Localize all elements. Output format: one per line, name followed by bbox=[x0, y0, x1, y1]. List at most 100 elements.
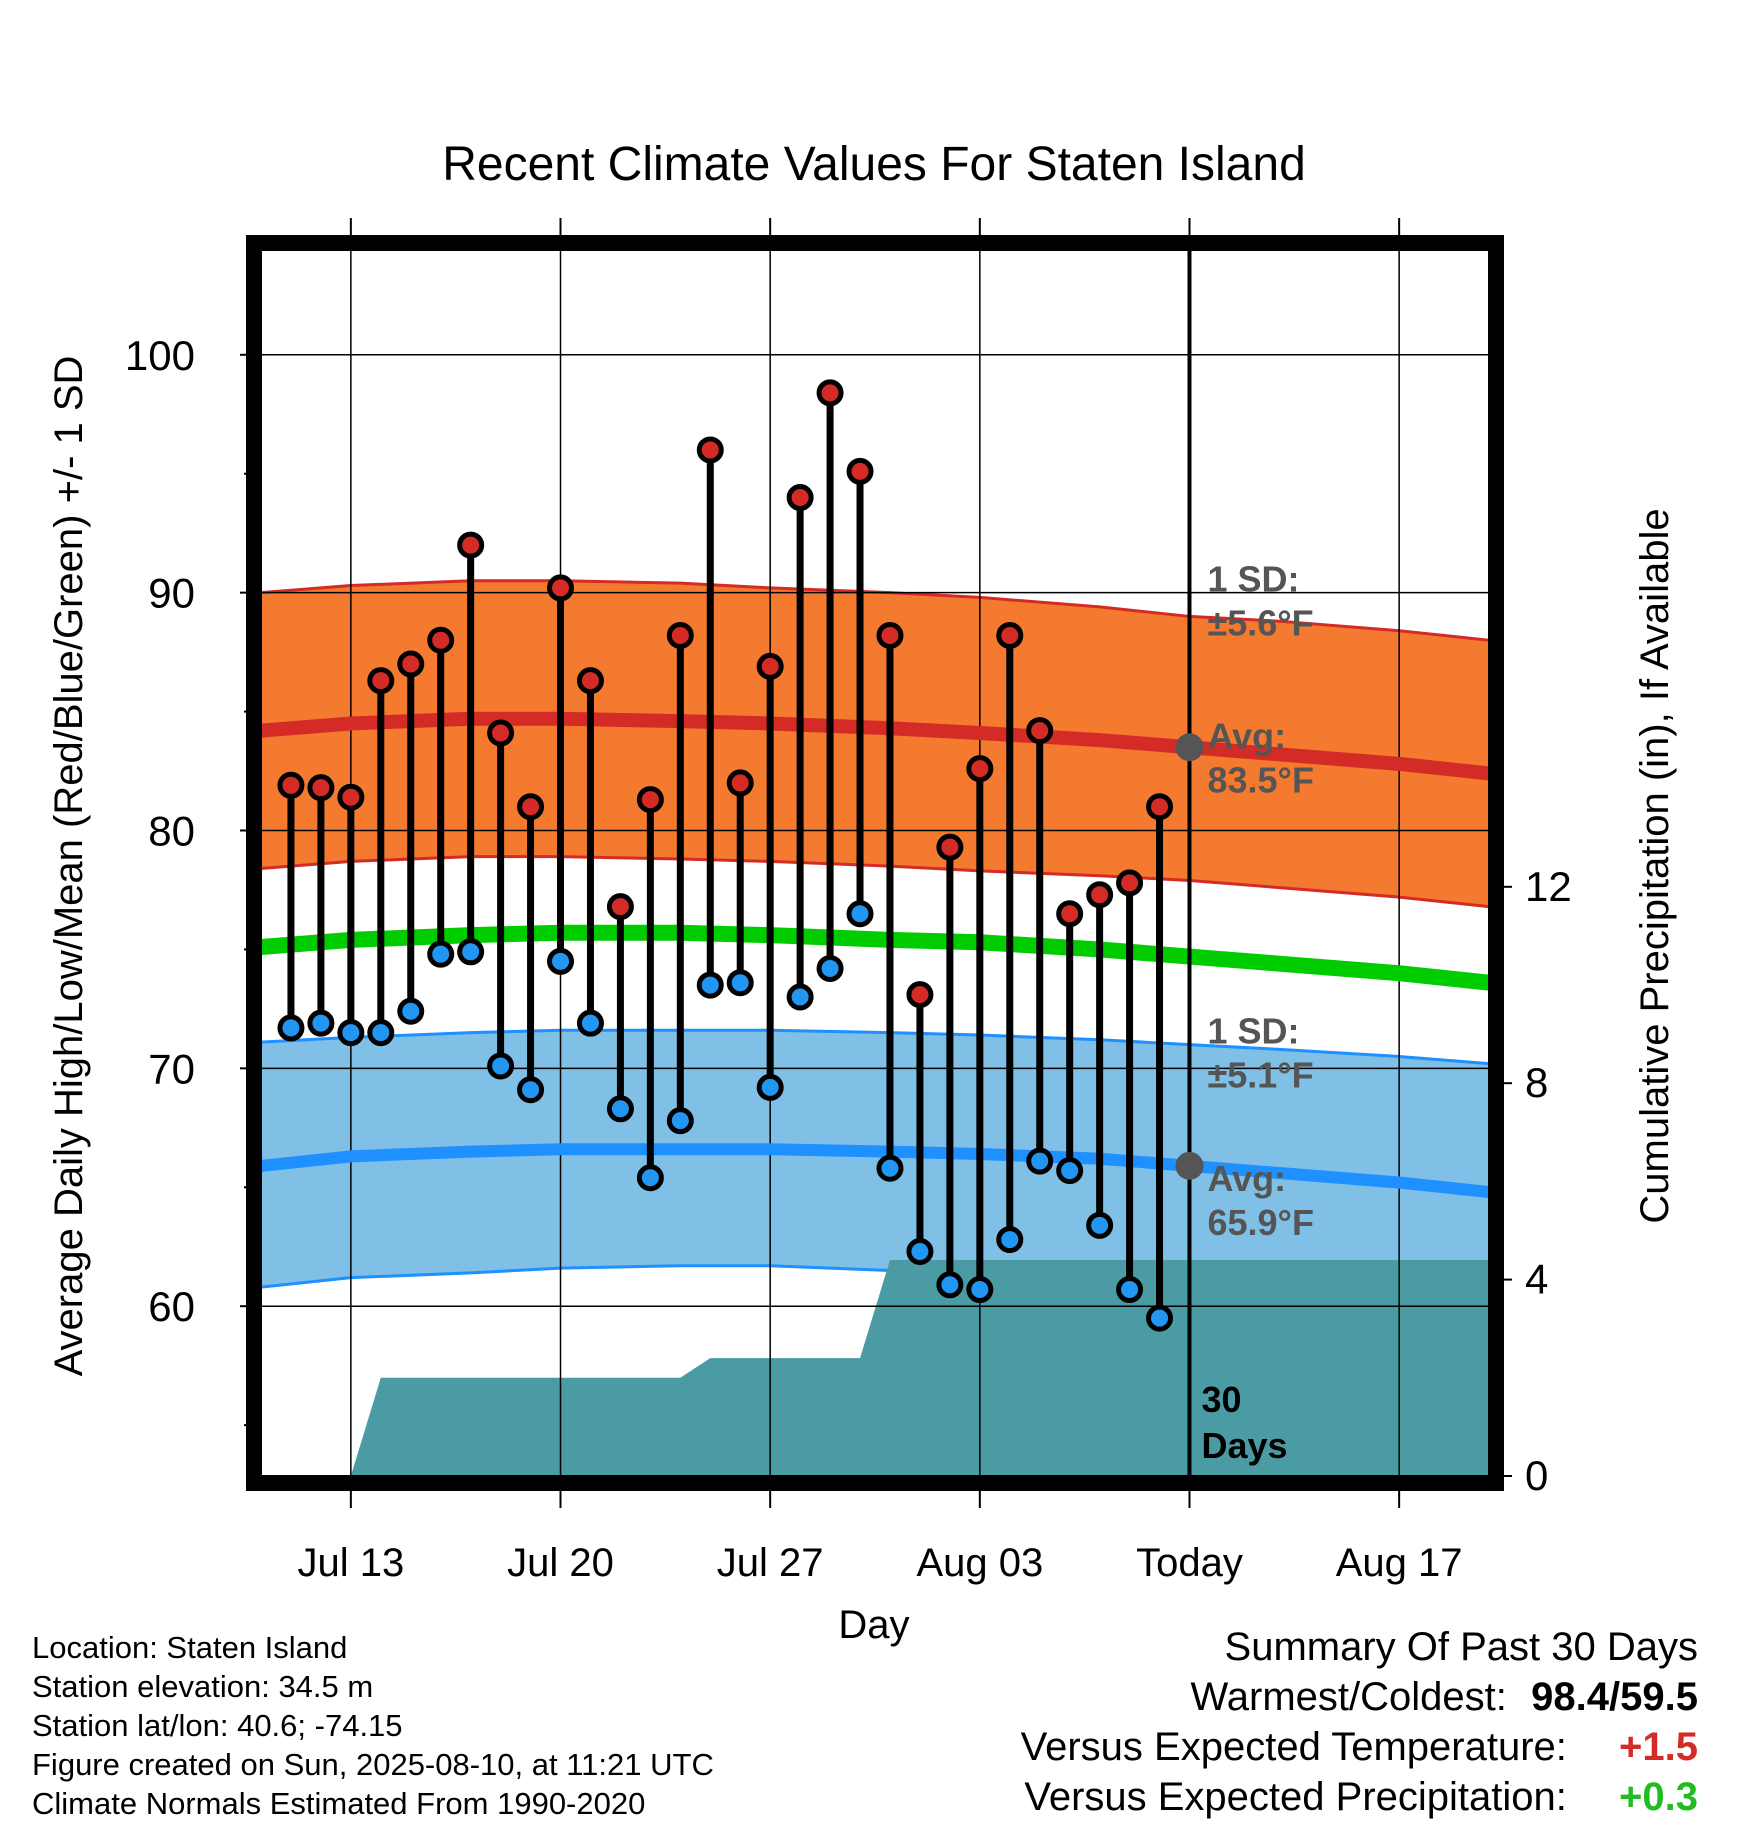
today-days-number: 30 bbox=[1201, 1379, 1241, 1420]
high-temp-point bbox=[666, 621, 694, 649]
high-temp-point bbox=[816, 379, 844, 407]
high-temp-point bbox=[1086, 881, 1114, 909]
today-low-avg-marker bbox=[1175, 1151, 1204, 1180]
low-temp-point bbox=[547, 947, 575, 975]
low-temp-point bbox=[636, 1164, 664, 1192]
y-tick-label: 90 bbox=[148, 570, 195, 617]
high-temp-point bbox=[936, 833, 964, 861]
low-temp-point bbox=[397, 997, 425, 1025]
low-temp-point bbox=[1056, 1157, 1084, 1185]
high-temp-point bbox=[1056, 900, 1084, 928]
high-sd-label: 1 SD: bbox=[1207, 559, 1299, 600]
low-sd-band bbox=[261, 1030, 1489, 1311]
x-tick-label: Aug 17 bbox=[1336, 1541, 1463, 1585]
normals-text: Climate Normals Estimated From 1990-2020 bbox=[32, 1786, 646, 1821]
plot-frame bbox=[246, 235, 1504, 1491]
high-temp-point bbox=[277, 771, 305, 799]
created-text: Figure created on Sun, 2025-08-10, at 11… bbox=[32, 1747, 714, 1782]
high-temp-point bbox=[367, 667, 395, 695]
high-temp-point bbox=[1116, 869, 1144, 897]
high-temp-point bbox=[756, 652, 784, 680]
low-temp-point bbox=[517, 1076, 545, 1104]
high-temp-point bbox=[547, 574, 575, 602]
high-avg-value: 83.5°F bbox=[1207, 760, 1313, 801]
station-info: Location: Staten Island Station elevatio… bbox=[32, 1628, 714, 1823]
y2-axis-label: Cumulative Precipitation (in), If Availa… bbox=[1633, 508, 1677, 1223]
warm-cold-value: 98.4/59.5 bbox=[1531, 1675, 1698, 1719]
location-text: Location: Staten Island bbox=[32, 1630, 348, 1665]
low-temp-point bbox=[876, 1154, 904, 1182]
y-axis-label: Average Daily High/Low/Mean (Red/Blue/Gr… bbox=[47, 356, 91, 1377]
summary-temp: Versus Expected Temperature: +1.5 bbox=[1021, 1722, 1698, 1772]
elevation-text: Station elevation: 34.5 m bbox=[32, 1669, 374, 1704]
low-temp-point bbox=[966, 1276, 994, 1304]
high-temp-point bbox=[876, 621, 904, 649]
temp-label: Versus Expected Temperature: bbox=[1020, 1725, 1567, 1769]
high-temp-point bbox=[1146, 793, 1174, 821]
high-temp-point bbox=[606, 893, 634, 921]
low-temp-point bbox=[666, 1107, 694, 1135]
low-temp-point bbox=[576, 1009, 604, 1037]
high-avg-label: Avg: bbox=[1207, 716, 1286, 757]
precip-value: +0.3 bbox=[1619, 1775, 1698, 1819]
low-avg-value: 65.9°F bbox=[1207, 1202, 1313, 1243]
summary-title: Summary Of Past 30 Days bbox=[1224, 1625, 1698, 1669]
summary-precip: Versus Expected Precipitation: +0.3 bbox=[1021, 1772, 1698, 1822]
low-temp-point bbox=[277, 1014, 305, 1042]
high-temp-point bbox=[576, 667, 604, 695]
today-high-avg-marker bbox=[1175, 733, 1204, 762]
high-sd-value: ±5.6°F bbox=[1207, 603, 1313, 644]
low-temp-point bbox=[487, 1052, 515, 1080]
x-tick-label: Jul 13 bbox=[297, 1541, 404, 1585]
low-sd-value: ±5.1°F bbox=[1207, 1055, 1313, 1096]
low-temp-point bbox=[726, 969, 754, 997]
low-temp-point bbox=[367, 1019, 395, 1047]
today-days-label: Days bbox=[1201, 1425, 1287, 1466]
high-temp-point bbox=[337, 783, 365, 811]
low-temp-point bbox=[936, 1271, 964, 1299]
y2-tick-label: 4 bbox=[1525, 1256, 1548, 1303]
low-temp-point bbox=[1116, 1276, 1144, 1304]
summary-warm-cold: Warmest/Coldest: 98.4/59.5 bbox=[1021, 1672, 1699, 1722]
low-temp-point bbox=[846, 900, 874, 928]
high-temp-point bbox=[636, 786, 664, 814]
x-tick-label: Jul 20 bbox=[507, 1541, 614, 1585]
x-tick-label: Jul 27 bbox=[717, 1541, 824, 1585]
low-temp-point bbox=[427, 940, 455, 968]
low-temp-point bbox=[696, 971, 724, 999]
precip-area bbox=[261, 1259, 1489, 1476]
chart-title: Recent Climate Values For Staten Island bbox=[442, 138, 1306, 191]
low-temp-point bbox=[996, 1226, 1024, 1254]
y-tick-label: 60 bbox=[148, 1283, 195, 1330]
y-tick-label: 100 bbox=[125, 332, 195, 379]
x-axis-label: Day bbox=[838, 1603, 909, 1647]
y2-tick-label: 0 bbox=[1525, 1452, 1548, 1499]
high-sd-band bbox=[261, 580, 1489, 907]
warm-cold-label: Warmest/Coldest: bbox=[1190, 1675, 1507, 1719]
low-temp-point bbox=[1146, 1304, 1174, 1332]
summary-panel: Summary Of Past 30 Days Warmest/Coldest:… bbox=[1021, 1622, 1698, 1822]
latlon-text: Station lat/lon: 40.6; -74.15 bbox=[32, 1708, 403, 1743]
high-temp-point bbox=[397, 650, 425, 678]
y2-tick-label: 12 bbox=[1525, 863, 1572, 910]
low-temp-point bbox=[606, 1095, 634, 1123]
low-temp-point bbox=[816, 954, 844, 982]
high-temp-point bbox=[906, 981, 934, 1009]
high-temp-point bbox=[726, 769, 754, 797]
high-temp-point bbox=[696, 436, 724, 464]
high-temp-point bbox=[307, 774, 335, 802]
high-temp-point bbox=[786, 484, 814, 512]
high-temp-point bbox=[487, 719, 515, 747]
low-temp-point bbox=[1086, 1211, 1114, 1239]
low-temp-point bbox=[1026, 1147, 1054, 1175]
x-tick-label: Today bbox=[1136, 1541, 1243, 1585]
low-avg-label: Avg: bbox=[1207, 1158, 1286, 1199]
low-temp-point bbox=[457, 938, 485, 966]
high-temp-point bbox=[457, 531, 485, 559]
high-temp-point bbox=[966, 755, 994, 783]
temp-value: +1.5 bbox=[1619, 1725, 1698, 1769]
y-tick-label: 80 bbox=[148, 808, 195, 855]
low-temp-point bbox=[906, 1237, 934, 1265]
low-temp-point bbox=[307, 1009, 335, 1037]
